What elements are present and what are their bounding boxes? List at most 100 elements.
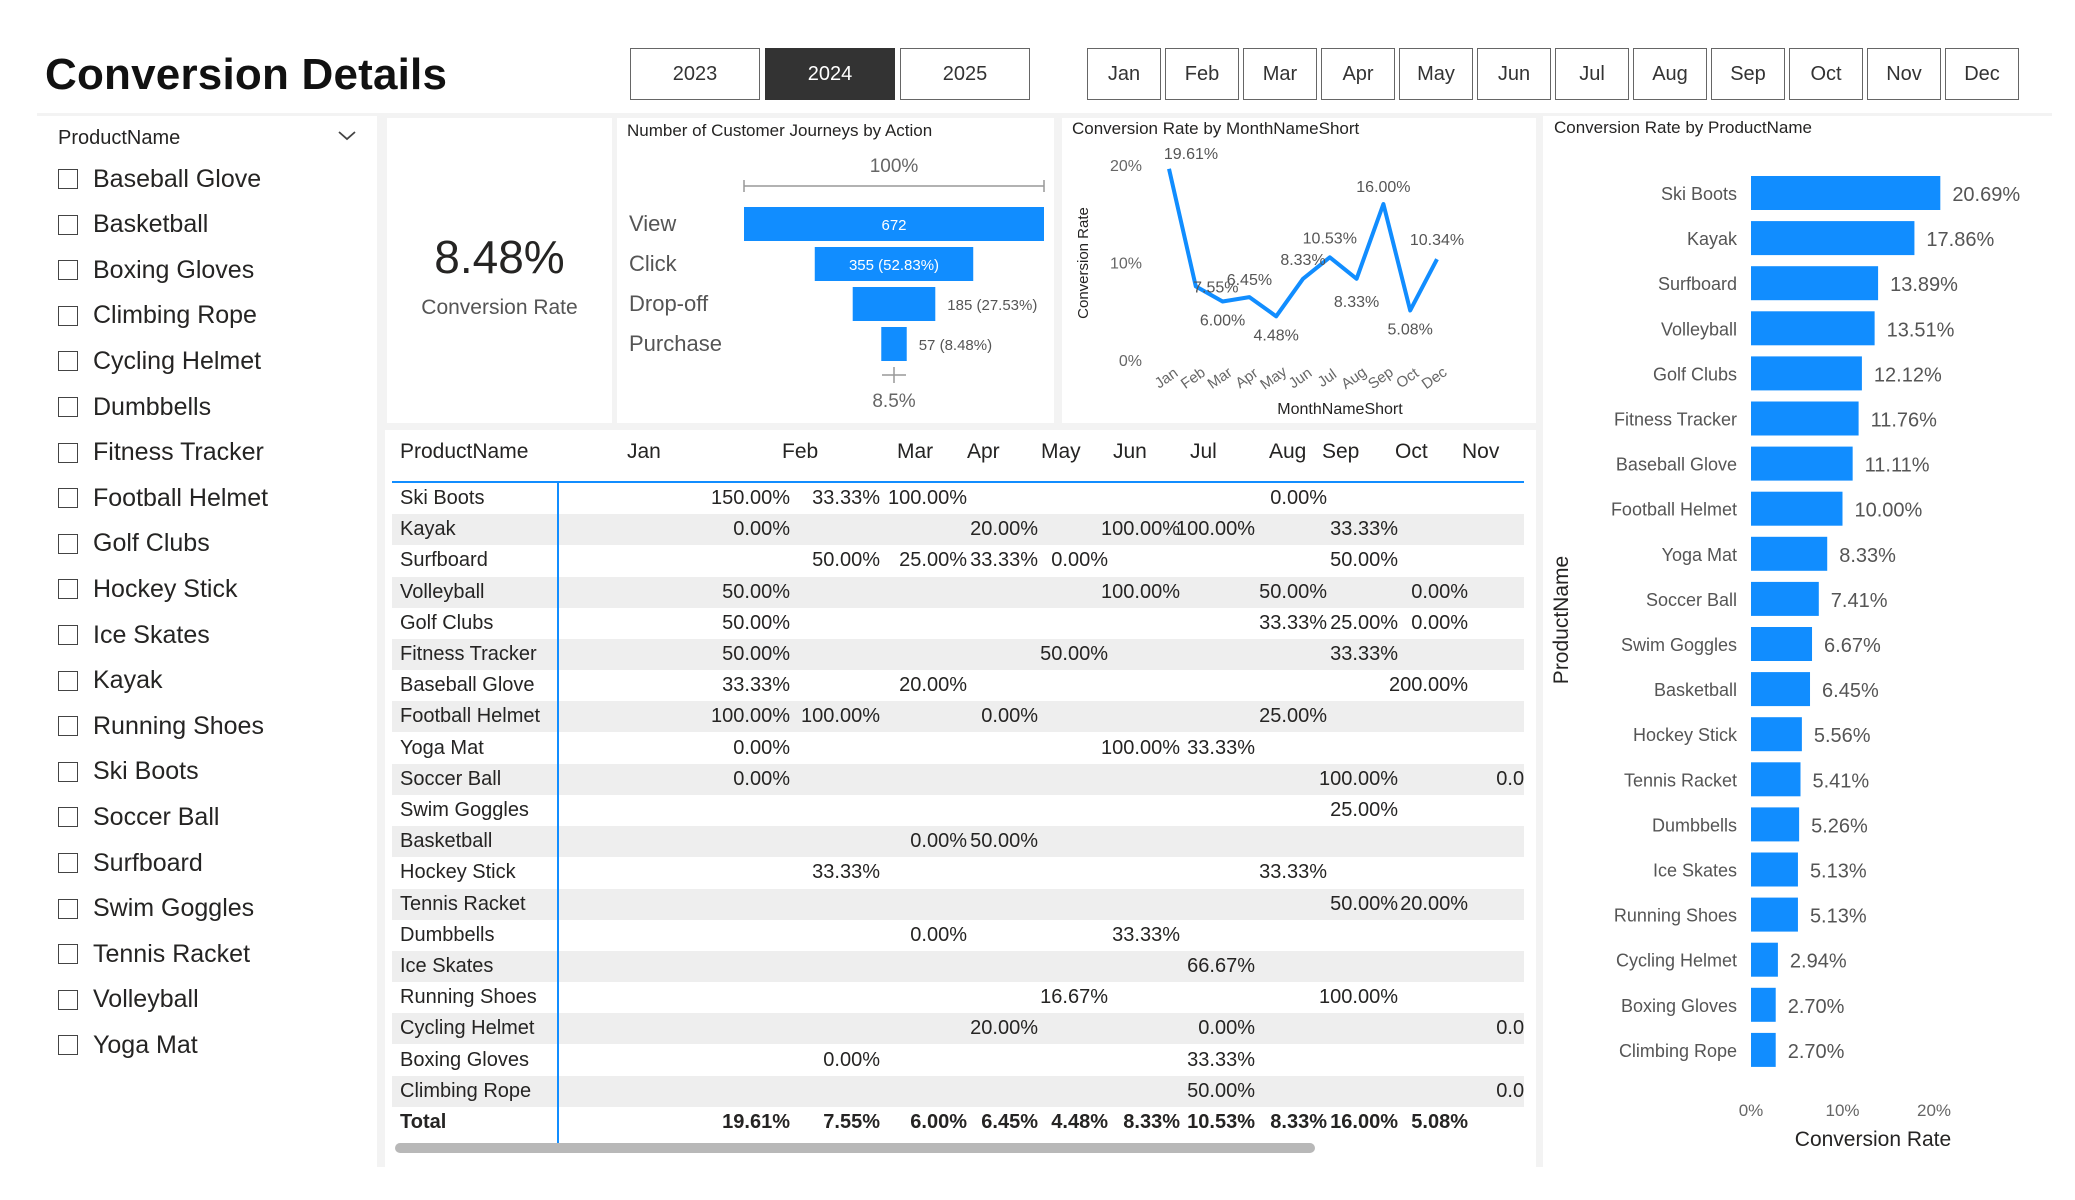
checkbox[interactable] [58,761,78,782]
matrix-column-header[interactable]: Oct [1395,440,1428,463]
month-button-jan[interactable]: Jan [1087,48,1161,100]
month-button-aug[interactable]: Aug [1633,48,1707,100]
matrix-column-header[interactable]: May [1041,440,1081,463]
table-cell: 50.00% [1040,643,1108,665]
year-button-2025[interactable]: 2025 [900,48,1030,100]
slicer-item[interactable]: Kayak [58,663,162,699]
checkbox[interactable] [58,807,78,828]
checkbox[interactable] [58,305,78,326]
slicer-item[interactable]: Basketball [58,207,208,243]
x-axis-title: MonthNameShort [1277,401,1403,418]
category-label: Fitness Tracker [1614,410,1737,430]
matrix-column-header[interactable]: Jul [1190,440,1217,463]
slicer-item[interactable]: Hockey Stick [58,571,237,607]
slicer-item[interactable]: Tennis Racket [58,936,250,972]
checkbox[interactable] [58,989,78,1010]
slicer-item[interactable]: Ice Skates [58,617,210,653]
line-chart-card [1062,118,1536,423]
x-tick-label: Jul [1314,366,1339,391]
year-button-2024[interactable]: 2024 [765,48,895,100]
slicer-item[interactable]: Cycling Helmet [58,343,261,379]
slicer-item[interactable]: Volleyball [58,982,199,1018]
slicer-item[interactable]: Football Helmet [58,480,268,516]
funnel-chart: 100% View 672 Click 355 (52.83%) Drop-off 185 … [629,156,1045,412]
checkbox[interactable] [58,579,78,600]
table-cell: 0.00% [910,923,967,946]
table-cell: 0.00% [1496,1017,1524,1040]
slicer-item-label: Fitness Tracker [93,438,264,467]
slicer-item[interactable]: Soccer Ball [58,799,219,835]
matrix-column-header[interactable]: Jan [627,440,661,463]
table-cell: 0.00% [733,736,790,759]
slicer-item[interactable]: Ski Boots [58,754,199,790]
checkbox[interactable] [58,898,78,919]
checkbox[interactable] [58,351,78,372]
table-row: Kayak 0.00% 20.00% 100.00% 100.00% 33.33% [392,514,1524,546]
checkbox[interactable] [58,169,78,189]
slicer-item[interactable]: Running Shoes [58,708,264,744]
slicer-item[interactable]: Fitness Tracker [58,435,264,471]
checkbox[interactable] [58,716,78,737]
month-button-sep[interactable]: Sep [1711,48,1785,100]
month-button-jul[interactable]: Jul [1555,48,1629,100]
matrix-column-header[interactable]: Feb [782,440,819,463]
matrix-horizontal-scrollbar[interactable] [395,1143,1315,1153]
matrix-column-header[interactable]: Mar [897,440,934,463]
matrix-header-rule [392,481,1524,483]
chevron-down-icon[interactable] [335,124,359,148]
checkbox[interactable] [58,442,78,463]
table-cell: 100.00% [888,487,967,509]
y-axis-title: Conversion Rate [1075,207,1092,319]
table-cell: 25.00% [1330,611,1398,634]
month-button-feb[interactable]: Feb [1165,48,1239,100]
data-label: 5.41% [1813,770,1870,792]
table-cell: 50.00% [1187,1079,1255,1102]
table-row: Climbing Rope 50.00% 0.00% [392,1075,1524,1107]
slicer-item-label: Basketball [93,210,209,239]
x-tick-label: Sep [1365,364,1397,393]
row-label: Dumbbells [400,923,495,946]
slicer-item[interactable]: Boxing Gloves [58,252,254,288]
checkbox[interactable] [58,214,78,235]
checkbox[interactable] [58,533,78,554]
slicer-item[interactable]: Yoga Mat [58,1027,198,1063]
data-label: 6.45% [1227,272,1272,289]
slicer-item[interactable]: Baseball Glove [58,161,261,197]
matrix-column-header[interactable]: Aug [1269,440,1307,463]
checkbox[interactable] [58,853,78,873]
checkbox[interactable] [58,625,78,645]
month-button-oct[interactable]: Oct [1789,48,1863,100]
checkbox[interactable] [58,260,78,281]
slicer-item[interactable]: Swim Goggles [58,891,254,927]
bar [1751,221,1915,256]
month-button-dec[interactable]: Dec [1945,48,2019,100]
checkbox[interactable] [58,488,78,509]
slicer-item[interactable]: Surfboard [58,845,203,881]
month-button-jun[interactable]: Jun [1477,48,1551,100]
table-cell: 0.00% [1496,1079,1524,1102]
matrix-column-header[interactable]: Sep [1322,440,1360,463]
slicer-item[interactable]: Climbing Rope [58,298,257,334]
checkbox[interactable] [58,670,78,691]
table-cell: 200.00% [1389,674,1468,697]
matrix-column-header[interactable]: Apr [967,440,1000,463]
product-slicer-panel [37,116,377,1167]
month-button-mar[interactable]: Mar [1243,48,1317,100]
row-label: Surfboard [400,549,488,572]
checkbox[interactable] [58,1035,78,1056]
month-button-nov[interactable]: Nov [1867,48,1941,100]
table-cell: 33.33% [970,549,1038,572]
slicer-item[interactable]: Golf Clubs [58,526,210,562]
matrix-column-header[interactable]: Nov [1462,440,1500,463]
table-cell: 50.00% [970,830,1038,853]
matrix-column-header[interactable]: Jun [1113,440,1147,463]
slicer-item[interactable]: Dumbbells [58,389,211,425]
checkbox[interactable] [58,397,78,417]
month-button-may[interactable]: May [1399,48,1473,100]
table-cell: 100.00% [801,705,880,728]
table-cell: 10.53% [1187,1111,1255,1133]
table-cell: 20.00% [1400,892,1468,915]
checkbox[interactable] [58,944,78,965]
month-button-apr[interactable]: Apr [1321,48,1395,100]
year-button-2023[interactable]: 2023 [630,48,760,100]
